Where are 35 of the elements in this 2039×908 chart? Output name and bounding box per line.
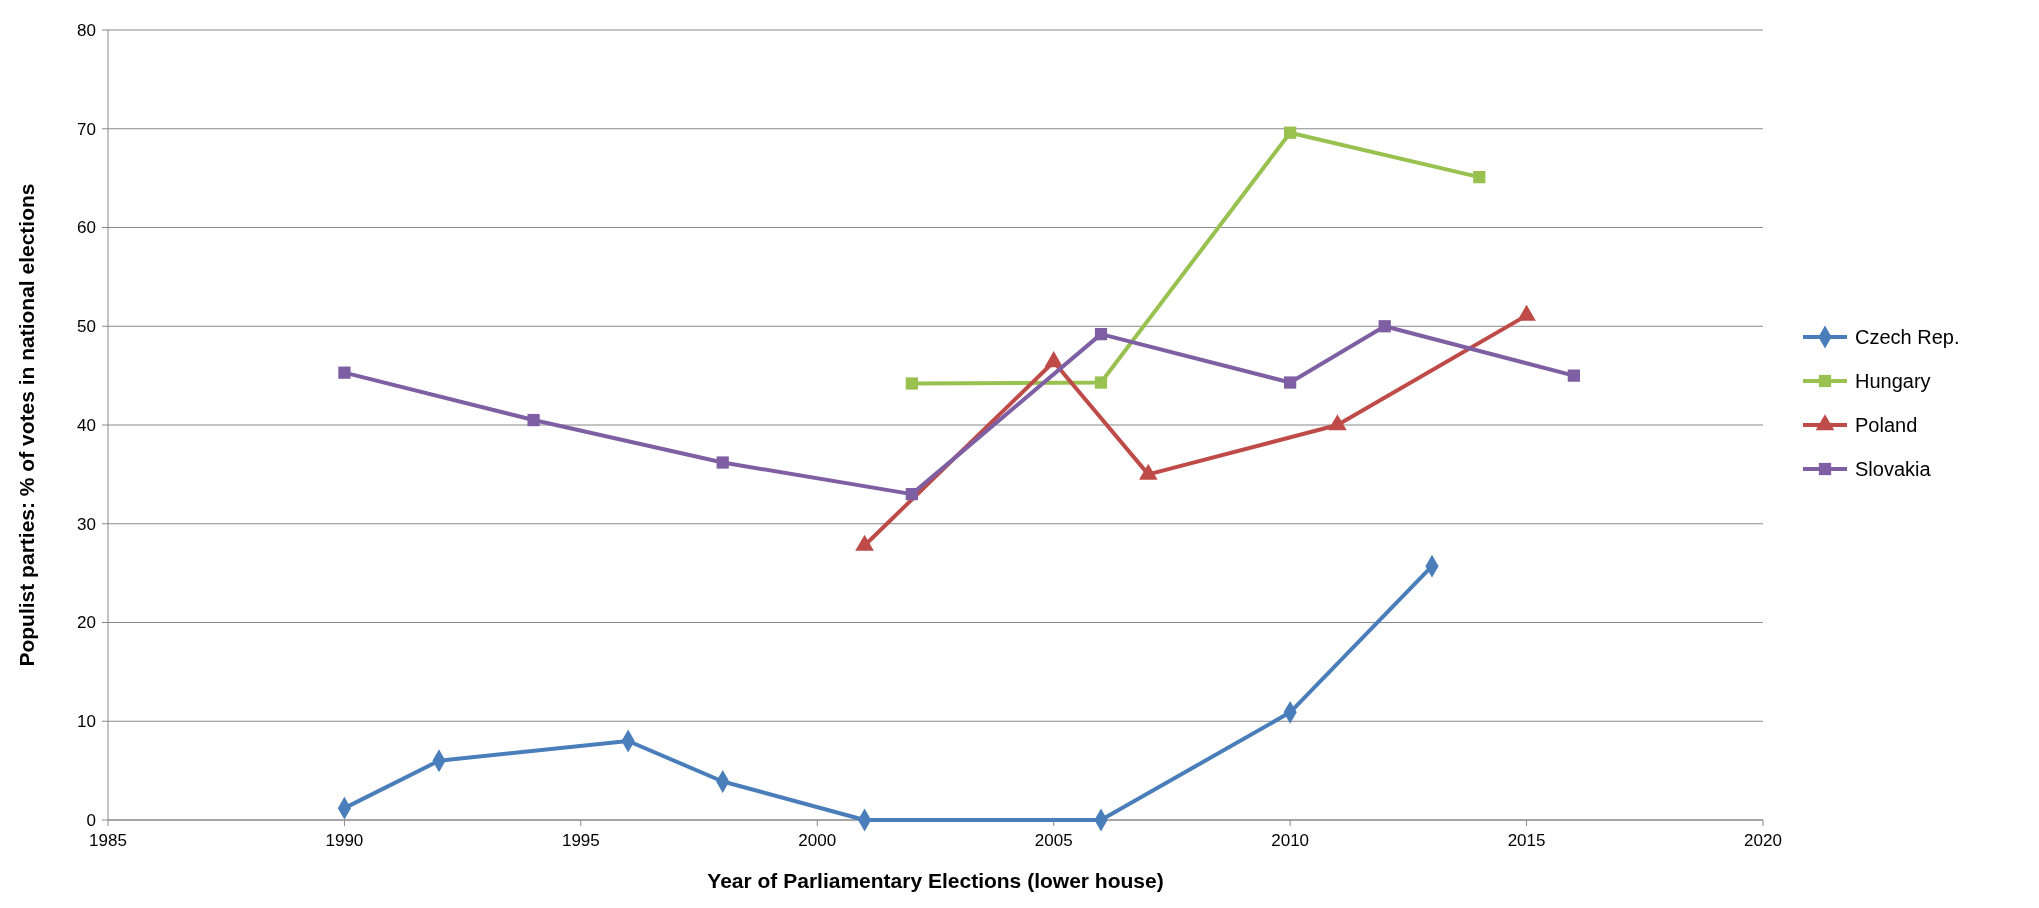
point <box>1284 126 1297 139</box>
y-tick-label: 40 <box>77 415 96 435</box>
point <box>338 366 351 379</box>
y-tick-label: 80 <box>77 20 96 40</box>
x-axis-title: Year of Parliamentary Elections (lower house) <box>707 869 1164 892</box>
point <box>1094 328 1108 341</box>
x-tick-label: 1995 <box>561 831 600 850</box>
point <box>1094 376 1108 389</box>
point <box>905 488 918 501</box>
y-tick-label: 20 <box>77 613 96 633</box>
x-tick-label: 2020 <box>1744 831 1782 850</box>
point <box>716 456 729 469</box>
x-tick-label: 2000 <box>798 831 837 850</box>
point <box>1284 376 1297 389</box>
y-tick-label: 30 <box>77 514 96 534</box>
y-axis-title: Populist parties: % of votes in national elections <box>15 183 38 667</box>
legend-label: Slovakia <box>1855 458 1932 480</box>
point <box>1378 320 1391 333</box>
point <box>1567 369 1580 382</box>
y-tick-label: 70 <box>77 119 96 139</box>
point <box>905 377 918 390</box>
legend-label: Hungary <box>1855 370 1931 392</box>
x-tick-label: 1985 <box>89 831 127 850</box>
x-tick-label: 1990 <box>325 831 364 850</box>
x-tick-label: 2005 <box>1034 831 1073 850</box>
point <box>1473 171 1486 184</box>
x-tick-label: 2010 <box>1271 831 1310 850</box>
legend-label: Poland <box>1855 414 1918 436</box>
y-tick-label: 0 <box>86 810 96 830</box>
point <box>527 413 540 427</box>
x-tick-label: 2015 <box>1507 831 1546 850</box>
y-tick-label: 10 <box>77 712 96 732</box>
y-tick-label: 60 <box>77 218 96 238</box>
legend-label: Czech Rep. <box>1855 326 1960 348</box>
y-tick-label: 50 <box>77 317 96 337</box>
